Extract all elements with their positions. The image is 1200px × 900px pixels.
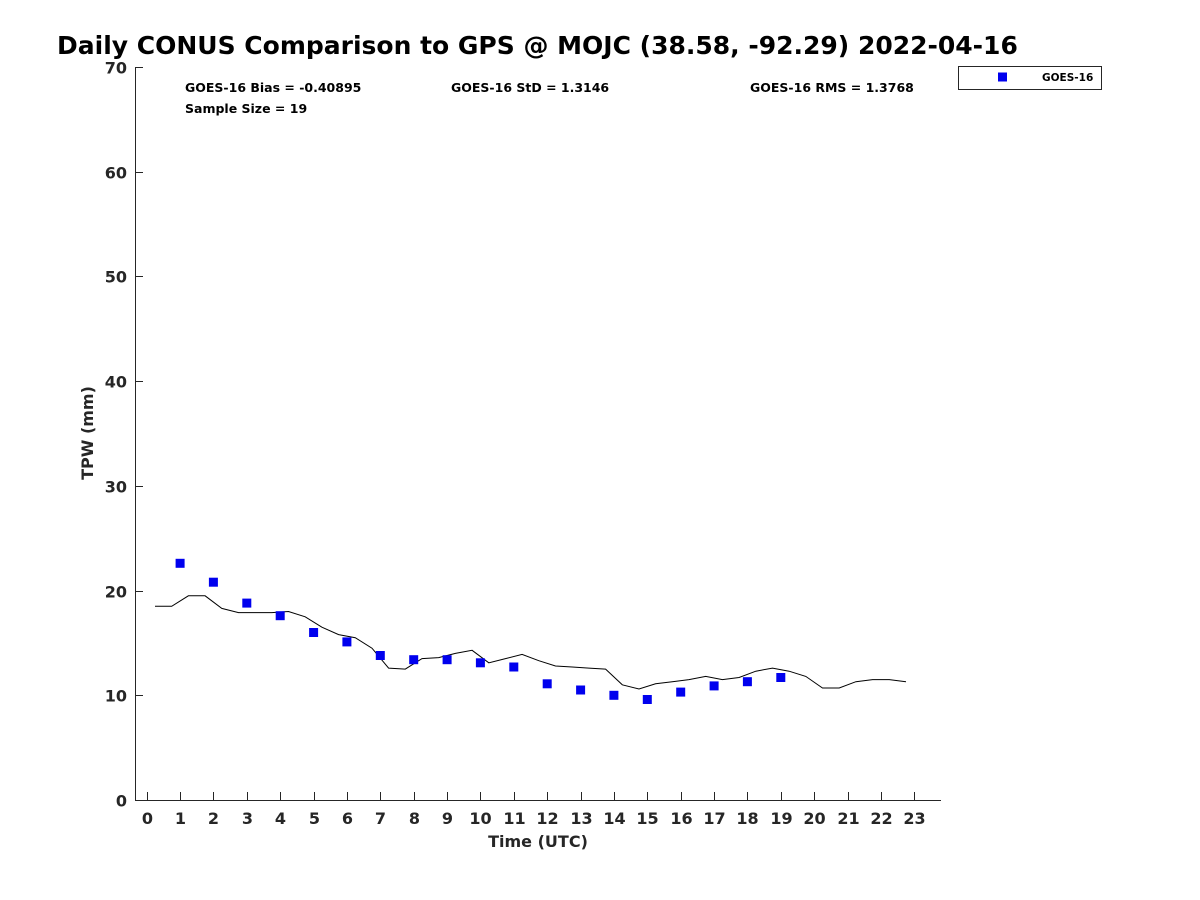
goes16-point xyxy=(442,655,452,665)
goes16-point xyxy=(742,677,752,687)
x-tick-label: 15 xyxy=(636,809,658,828)
goes16-point xyxy=(409,655,419,665)
goes16-point xyxy=(208,577,218,587)
goes16-point xyxy=(309,628,319,637)
x-tick-label: 0 xyxy=(142,809,153,828)
goes16-point xyxy=(542,679,552,689)
y-tick-label: 0 xyxy=(116,792,127,811)
x-tick-label: 14 xyxy=(603,809,625,828)
x-tick-label: 20 xyxy=(803,809,825,828)
gps-series-line xyxy=(155,595,907,690)
goes16-point xyxy=(609,690,619,700)
y-tick-label: 40 xyxy=(105,373,127,392)
goes16-point xyxy=(676,687,686,697)
x-axis-ticks: 0 1 2 3 4 5 6 7 8 9 10 11 12 13 14 15 16 17 18 19 20 21 22 23 xyxy=(142,792,926,828)
goes16-point xyxy=(576,685,586,695)
x-tick-label: 13 xyxy=(570,809,592,828)
x-tick-label: 16 xyxy=(670,809,692,828)
x-tick-label: 11 xyxy=(503,809,525,828)
goes16-point xyxy=(642,695,652,704)
x-tick-label: 18 xyxy=(736,809,758,828)
legend-marker-goes16 xyxy=(998,72,1007,82)
series-layer xyxy=(155,558,907,704)
y-tick-label: 10 xyxy=(105,687,127,706)
x-tick-label: 19 xyxy=(770,809,792,828)
x-tick-label: 6 xyxy=(342,809,353,828)
chart-title: Daily CONUS Comparison to GPS @ MOJC (38… xyxy=(57,31,1018,60)
y-axis-label: TPW (mm) xyxy=(78,386,97,480)
x-tick-label: 4 xyxy=(275,809,286,828)
goes16-point xyxy=(509,662,519,672)
x-axis-label: Time (UTC) xyxy=(488,832,588,851)
goes16-point xyxy=(709,681,719,691)
x-tick-label: 7 xyxy=(375,809,386,828)
legend-box xyxy=(958,66,1102,90)
x-tick-label: 3 xyxy=(242,809,253,828)
x-tick-label: 8 xyxy=(409,809,420,828)
goes16-point xyxy=(375,651,385,660)
y-tick-label: 60 xyxy=(105,164,127,183)
goes16-point xyxy=(475,658,485,668)
x-tick-label: 10 xyxy=(469,809,491,828)
rms-stat: GOES-16 RMS = 1.3768 xyxy=(750,80,914,95)
goes16-point xyxy=(242,598,252,608)
goes16-point xyxy=(275,611,285,621)
x-tick-label: 2 xyxy=(208,809,219,828)
x-tick-label: 5 xyxy=(309,809,320,828)
x-tick-label: 9 xyxy=(442,809,453,828)
goes16-point xyxy=(776,673,786,682)
x-tick-label: 1 xyxy=(175,809,186,828)
y-tick-label: 30 xyxy=(105,478,127,497)
y-tick-label: 50 xyxy=(105,268,127,287)
sample-size-stat: Sample Size = 19 xyxy=(185,101,307,116)
y-tick-label: 70 xyxy=(105,59,127,78)
std-stat: GOES-16 StD = 1.3146 xyxy=(451,80,609,95)
x-tick-label: 21 xyxy=(837,809,859,828)
y-tick-label: 20 xyxy=(105,583,127,602)
x-tick-label: 17 xyxy=(703,809,725,828)
x-tick-label: 23 xyxy=(903,809,925,828)
bias-stat: GOES-16 Bias = -0.40895 xyxy=(185,80,361,95)
legend: GOES-16 xyxy=(958,66,1102,90)
x-tick-label: 22 xyxy=(870,809,892,828)
goes16-point xyxy=(342,637,352,647)
x-tick-label: 12 xyxy=(536,809,558,828)
goes16-point xyxy=(175,558,185,568)
legend-label-goes16: GOES-16 xyxy=(1042,72,1093,84)
y-axis-ticks: 0 10 20 30 40 50 60 70 xyxy=(105,59,143,811)
